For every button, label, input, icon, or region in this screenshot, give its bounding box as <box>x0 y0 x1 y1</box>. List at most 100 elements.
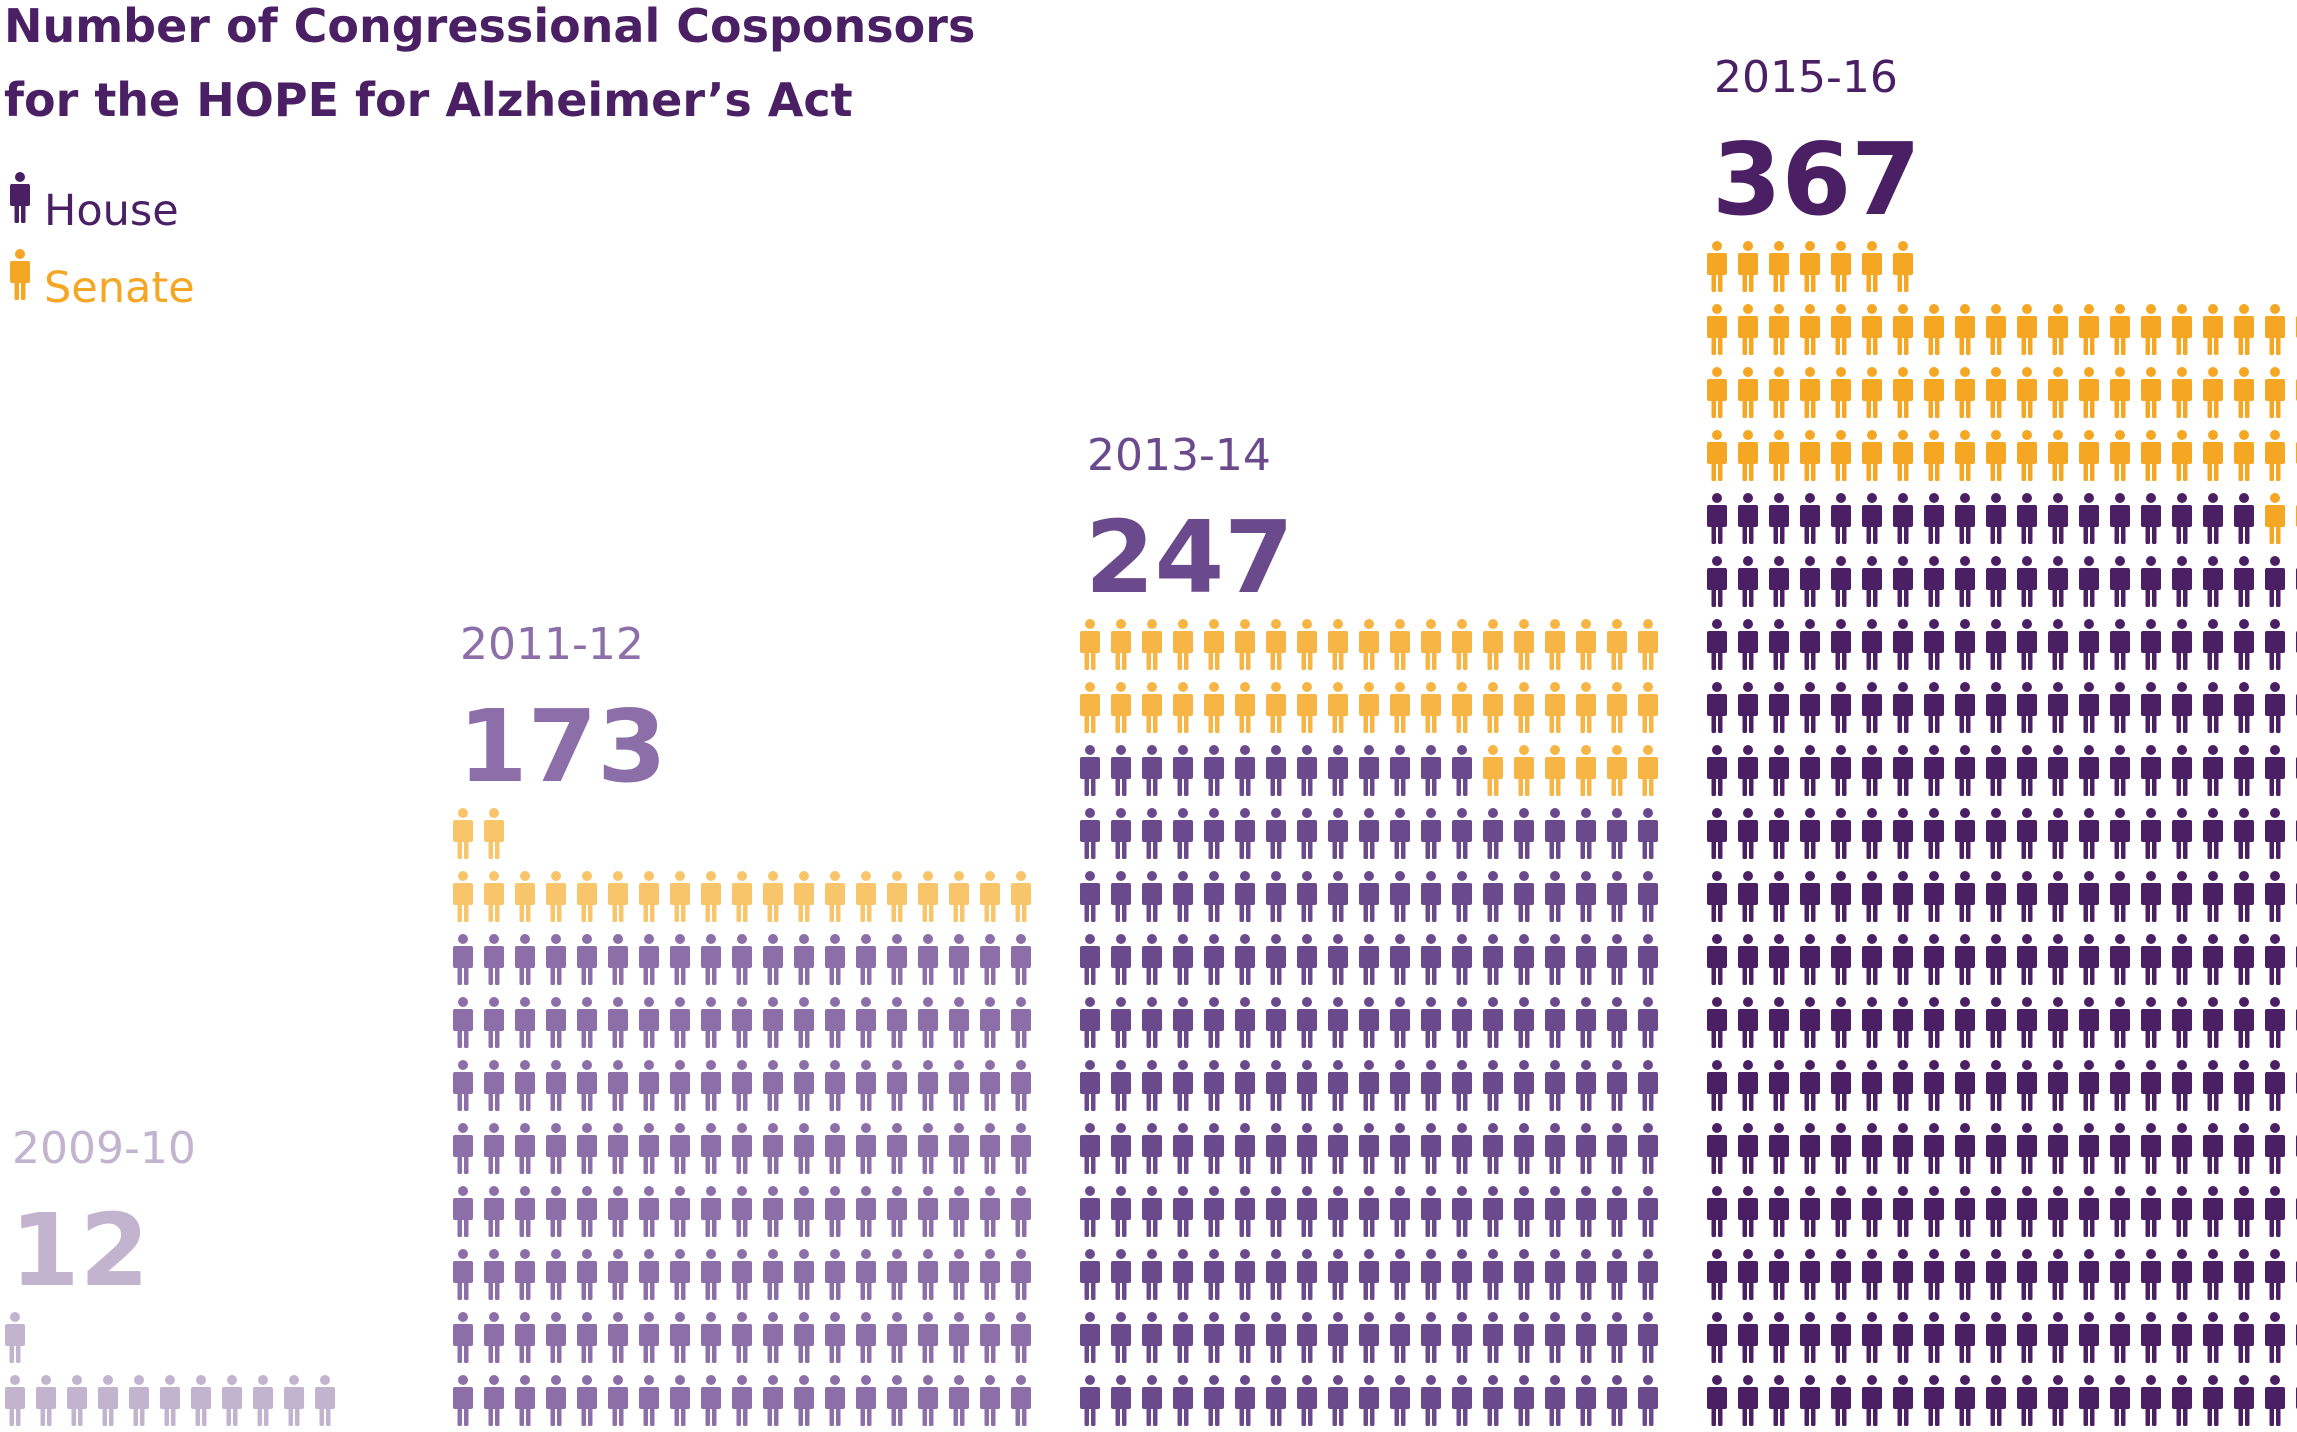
house-person-icon <box>825 1123 845 1174</box>
house-person-icon <box>2017 1123 2037 1174</box>
house-person-icon <box>515 1312 535 1363</box>
house-person-icon <box>2203 682 2223 733</box>
house-person-icon <box>484 1060 504 1111</box>
house-person-icon <box>1080 1186 1100 1237</box>
house-person-icon <box>2234 493 2254 544</box>
house-person-icon <box>2110 871 2130 922</box>
house-person-icon <box>2172 934 2192 985</box>
house-person-icon <box>1514 997 1534 1048</box>
house-person-icon <box>2141 1375 2161 1426</box>
senate-person-icon <box>1359 619 1379 670</box>
house-person-icon <box>1800 1186 1820 1237</box>
house-person-icon <box>1080 871 1100 922</box>
house-person-icon <box>577 1375 597 1426</box>
house-person-icon <box>2017 1060 2037 1111</box>
house-person-icon <box>794 1249 814 1300</box>
house-person-icon <box>2017 745 2037 796</box>
house-person-icon <box>763 1186 783 1237</box>
house-person-icon <box>515 1123 535 1174</box>
senate-person-icon <box>1769 304 1789 355</box>
senate-person-icon <box>2234 367 2254 418</box>
senate-person-icon <box>2110 430 2130 481</box>
senate-person-icon <box>1924 430 1944 481</box>
house-person-icon <box>1204 934 1224 985</box>
house-person-icon <box>1545 1312 1565 1363</box>
house-person-icon <box>1545 1060 1565 1111</box>
house-person-icon <box>1576 808 1596 859</box>
house-person-icon <box>825 1375 845 1426</box>
senate-person-icon <box>2141 430 2161 481</box>
house-person-icon <box>1111 1312 1131 1363</box>
house-person-icon <box>1266 997 1286 1048</box>
house-person-icon <box>1576 871 1596 922</box>
house-person-icon <box>825 1186 845 1237</box>
house-person-icon <box>701 1186 721 1237</box>
house-person-icon <box>1514 808 1534 859</box>
total-label-2009-10: 12 <box>10 1192 149 1309</box>
house-person-icon <box>639 997 659 1048</box>
house-person-icon <box>980 1312 1000 1363</box>
house-person-icon <box>2234 871 2254 922</box>
house-person-icon <box>1955 1312 1975 1363</box>
house-person-icon <box>1986 934 2006 985</box>
house-person-icon <box>1421 1249 1441 1300</box>
senate-person-icon <box>453 871 473 922</box>
house-person-icon <box>1924 997 1944 1048</box>
house-person-icon <box>1011 1375 1031 1426</box>
house-person-icon <box>1986 1312 2006 1363</box>
house-person-icon <box>887 1186 907 1237</box>
house-person-icon <box>453 1123 473 1174</box>
house-person-icon <box>1986 1060 2006 1111</box>
senate-person-icon <box>1328 619 1348 670</box>
house-person-icon <box>1297 1123 1317 1174</box>
senate-person-icon <box>763 871 783 922</box>
house-person-icon <box>763 934 783 985</box>
house-person-icon <box>1955 682 1975 733</box>
house-person-icon <box>763 1123 783 1174</box>
house-person-icon <box>1483 1312 1503 1363</box>
house-person-icon <box>1707 1186 1727 1237</box>
house-person-icon <box>1707 745 1727 796</box>
house-person-icon <box>2203 1249 2223 1300</box>
house-person-icon <box>5 1312 25 1363</box>
senate-person-icon <box>1142 619 1162 670</box>
house-person-icon <box>608 997 628 1048</box>
house-person-icon <box>1452 1312 1472 1363</box>
house-person-icon <box>2110 1375 2130 1426</box>
house-person-icon <box>2048 1249 2068 1300</box>
house-person-icon <box>577 997 597 1048</box>
senate-person-icon <box>1955 304 1975 355</box>
senate-person-icon <box>1421 619 1441 670</box>
house-person-icon <box>1769 1123 1789 1174</box>
senate-person-icon <box>2234 430 2254 481</box>
senate-person-icon <box>2203 367 2223 418</box>
house-person-icon <box>515 1186 535 1237</box>
house-person-icon <box>1831 1312 1851 1363</box>
senate-person-icon <box>1800 304 1820 355</box>
house-person-icon <box>2172 1312 2192 1363</box>
house-person-icon <box>670 1249 690 1300</box>
house-person-icon <box>1924 871 1944 922</box>
house-person-icon <box>2265 871 2285 922</box>
senate-person-icon <box>1831 430 1851 481</box>
house-person-icon <box>2048 1312 2068 1363</box>
house-person-icon <box>2017 556 2037 607</box>
house-person-icon <box>887 1060 907 1111</box>
house-person-icon <box>2079 619 2099 670</box>
senate-person-icon <box>1514 745 1534 796</box>
senate-person-icon <box>1173 619 1193 670</box>
house-person-icon <box>856 1249 876 1300</box>
senate-person-icon <box>1862 367 1882 418</box>
senate-person-icon <box>2265 367 2285 418</box>
house-person-icon <box>1893 808 1913 859</box>
house-person-icon <box>794 1060 814 1111</box>
house-person-icon <box>1638 1186 1658 1237</box>
house-person-icon <box>2048 1375 2068 1426</box>
house-person-icon <box>1986 745 2006 796</box>
senate-person-icon <box>1986 367 2006 418</box>
house-person-icon <box>1893 1312 1913 1363</box>
house-person-icon <box>2017 1375 2037 1426</box>
house-person-icon <box>1738 682 1758 733</box>
house-person-icon <box>2234 745 2254 796</box>
house-person-icon <box>2141 934 2161 985</box>
